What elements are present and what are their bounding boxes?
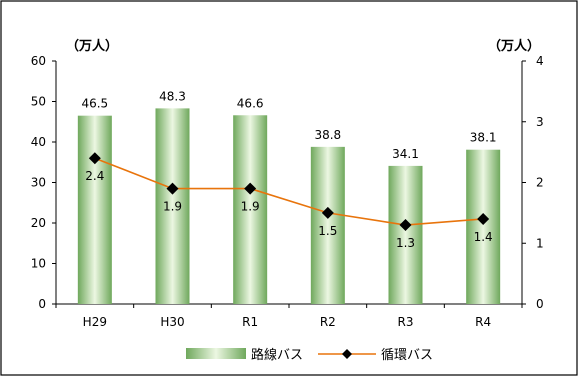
y-tick-label-right: 1 <box>536 236 544 250</box>
y-unit-left: （万人） <box>66 38 118 54</box>
bar-data-label: 48.3 <box>159 89 186 103</box>
legend-label-bar: 路線バス <box>251 347 303 363</box>
bar-data-label: 46.5 <box>81 97 108 111</box>
y-tick-label-right: 4 <box>536 54 544 68</box>
y-tick-label-left: 50 <box>31 95 46 109</box>
y-unit-right: （万人） <box>488 38 540 54</box>
line-series-group <box>88 152 490 232</box>
x-tick-label: H30 <box>160 315 184 329</box>
line-marker <box>244 182 257 195</box>
x-tick-label: H29 <box>83 315 107 329</box>
x-tick-label: R3 <box>398 315 414 329</box>
line-marker <box>88 152 101 165</box>
bar <box>233 115 268 305</box>
x-tick-label: R1 <box>242 315 258 329</box>
line-marker <box>399 219 412 232</box>
y-tick-label-right: 2 <box>536 176 544 190</box>
bar-data-label: 38.8 <box>314 128 341 142</box>
bar <box>77 115 112 304</box>
y-tick-label-left: 60 <box>31 54 46 68</box>
y-tick-label-left: 10 <box>31 257 46 271</box>
bar <box>466 149 501 304</box>
axes: 0 10 20 30 40 50 60 0 1 2 3 4 H29 H30 R1 R2 R3 R4 <box>31 54 544 329</box>
legend-swatch-bar <box>186 348 246 359</box>
data-labels-group: 46.5 48.3 46.6 38.8 34.1 38.1 2.4 1.9 1.9 1.5 1.3 1… <box>81 89 496 250</box>
bar <box>388 165 423 304</box>
x-tick-label: R2 <box>320 315 336 329</box>
bar-data-label: 38.1 <box>470 131 497 145</box>
y-tick-label-right: 0 <box>536 297 544 311</box>
legend-label-line: 循環バス <box>381 348 433 363</box>
y-tick-label-left: 30 <box>31 176 46 190</box>
line-data-label: 1.9 <box>163 200 182 214</box>
bar-series-group <box>77 108 501 305</box>
bar <box>155 108 190 304</box>
x-tick-label: R4 <box>475 315 491 329</box>
line-data-label: 2.4 <box>85 169 104 183</box>
y-tick-label-right: 3 <box>536 115 544 129</box>
line-data-label: 1.3 <box>396 236 415 250</box>
bar <box>310 146 345 304</box>
legend-marker <box>342 349 352 359</box>
bar-data-label: 46.6 <box>237 96 264 110</box>
y-tick-label-left: 0 <box>38 297 46 311</box>
line-data-label: 1.9 <box>241 200 260 214</box>
y-tick-label-left: 40 <box>31 135 46 149</box>
line-data-label: 1.5 <box>318 224 337 238</box>
y-tick-label-left: 20 <box>31 216 46 230</box>
line-data-label: 1.4 <box>474 230 493 244</box>
legend: 路線バス 循環バス <box>186 347 433 363</box>
bar-data-label: 34.1 <box>392 147 419 161</box>
line-path <box>94 157 484 226</box>
line-marker <box>166 182 179 195</box>
line-marker <box>321 206 334 219</box>
line-marker <box>477 212 490 225</box>
